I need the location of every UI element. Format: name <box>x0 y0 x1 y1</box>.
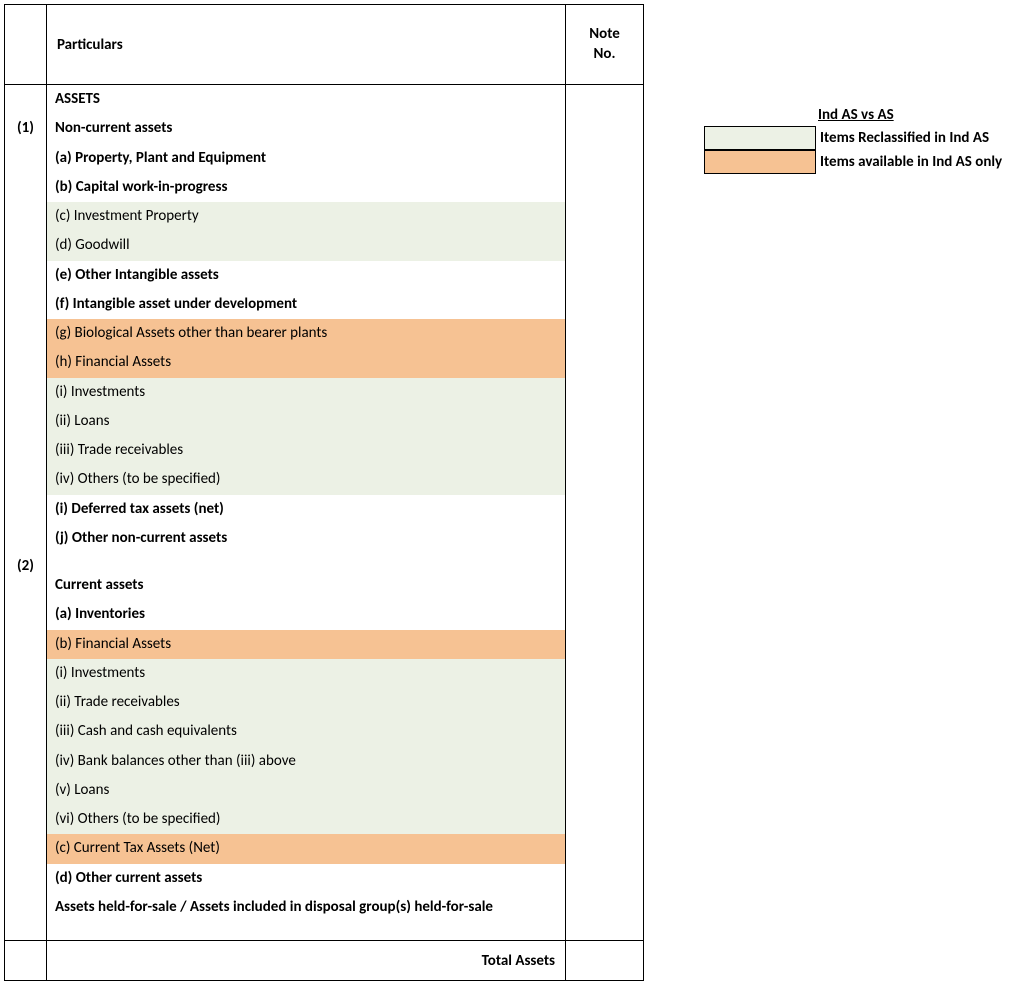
particulars-item: (h) Financial Assets <box>47 348 565 377</box>
legend-label: Items Reclassified in Ind AS <box>816 126 989 150</box>
table-body-row: (1) (2) ASSETSNon-current assets(a) Prop… <box>5 85 644 941</box>
particulars-item: (iii) Cash and cash equivalents <box>47 717 565 746</box>
particulars-item: (c) Investment Property <box>47 202 565 231</box>
particulars-item: (g) Biological Assets other than bearer … <box>47 319 565 348</box>
legend-title: Ind AS vs AS <box>818 106 1002 124</box>
particulars-item: (c) Current Tax Assets (Net) <box>47 834 565 863</box>
total-row: Total Assets <box>5 941 644 981</box>
header-particulars: Particulars <box>46 5 565 85</box>
particulars-item: (a) Inventories <box>47 600 565 629</box>
particulars-item: (a) Property, Plant and Equipment <box>47 144 565 173</box>
particulars-item: (i) Investments <box>47 378 565 407</box>
particulars-item: (ii) Loans <box>47 407 565 436</box>
total-label: Total Assets <box>46 941 565 981</box>
particulars-item: (d) Goodwill <box>47 231 565 260</box>
legend-swatch-reclassified <box>704 126 816 150</box>
particulars-item: Assets held-for-sale / Assets included i… <box>47 893 565 922</box>
particulars-item: (i) Investments <box>47 659 565 688</box>
section-number-1: (1) <box>5 119 46 137</box>
particulars-item: Current assets <box>47 571 565 600</box>
section-number-2: (2) <box>5 557 46 575</box>
particulars-item: (f) Intangible asset under development <box>47 290 565 319</box>
particulars-cell: ASSETSNon-current assets(a) Property, Pl… <box>46 85 565 941</box>
particulars-item: ASSETS <box>47 85 565 114</box>
particulars-item: (vi) Others (to be specified) <box>47 805 565 834</box>
particulars-item: (e) Other Intangible assets <box>47 261 565 290</box>
particulars-item: (iv) Others (to be specified) <box>47 465 565 494</box>
table-header-row: Particulars Note No. <box>5 5 644 85</box>
legend: Ind AS vs AS Items Reclassified in Ind A… <box>704 106 1002 174</box>
particulars-item: (ii) Trade receivables <box>47 688 565 717</box>
particulars-item: (iii) Trade receivables <box>47 436 565 465</box>
particulars-item: (j) Other non-current assets <box>47 524 565 553</box>
particulars-item: (d) Other current assets <box>47 864 565 893</box>
legend-item: Items available in Ind AS only <box>704 150 1002 174</box>
legend-swatch-indas-only <box>704 150 816 174</box>
legend-label: Items available in Ind AS only <box>816 150 1002 174</box>
particulars-list: ASSETSNon-current assets(a) Property, Pl… <box>47 85 565 940</box>
particulars-item: (b) Financial Assets <box>47 630 565 659</box>
particulars-item: (v) Loans <box>47 776 565 805</box>
section-number-cell: (1) (2) <box>5 85 47 941</box>
particulars-item: Non-current assets <box>47 114 565 143</box>
particulars-item: (iv) Bank balances other than (iii) abov… <box>47 747 565 776</box>
particulars-item: (b) Capital work-in-progress <box>47 173 565 202</box>
header-note: Note No. <box>566 5 644 85</box>
balance-sheet-table: Particulars Note No. (1) (2) ASSETSNon-c… <box>4 4 644 981</box>
particulars-item: (i) Deferred tax assets (net) <box>47 495 565 524</box>
legend-item: Items Reclassified in Ind AS <box>704 126 1002 150</box>
note-cell <box>566 85 644 941</box>
header-num <box>5 5 47 85</box>
